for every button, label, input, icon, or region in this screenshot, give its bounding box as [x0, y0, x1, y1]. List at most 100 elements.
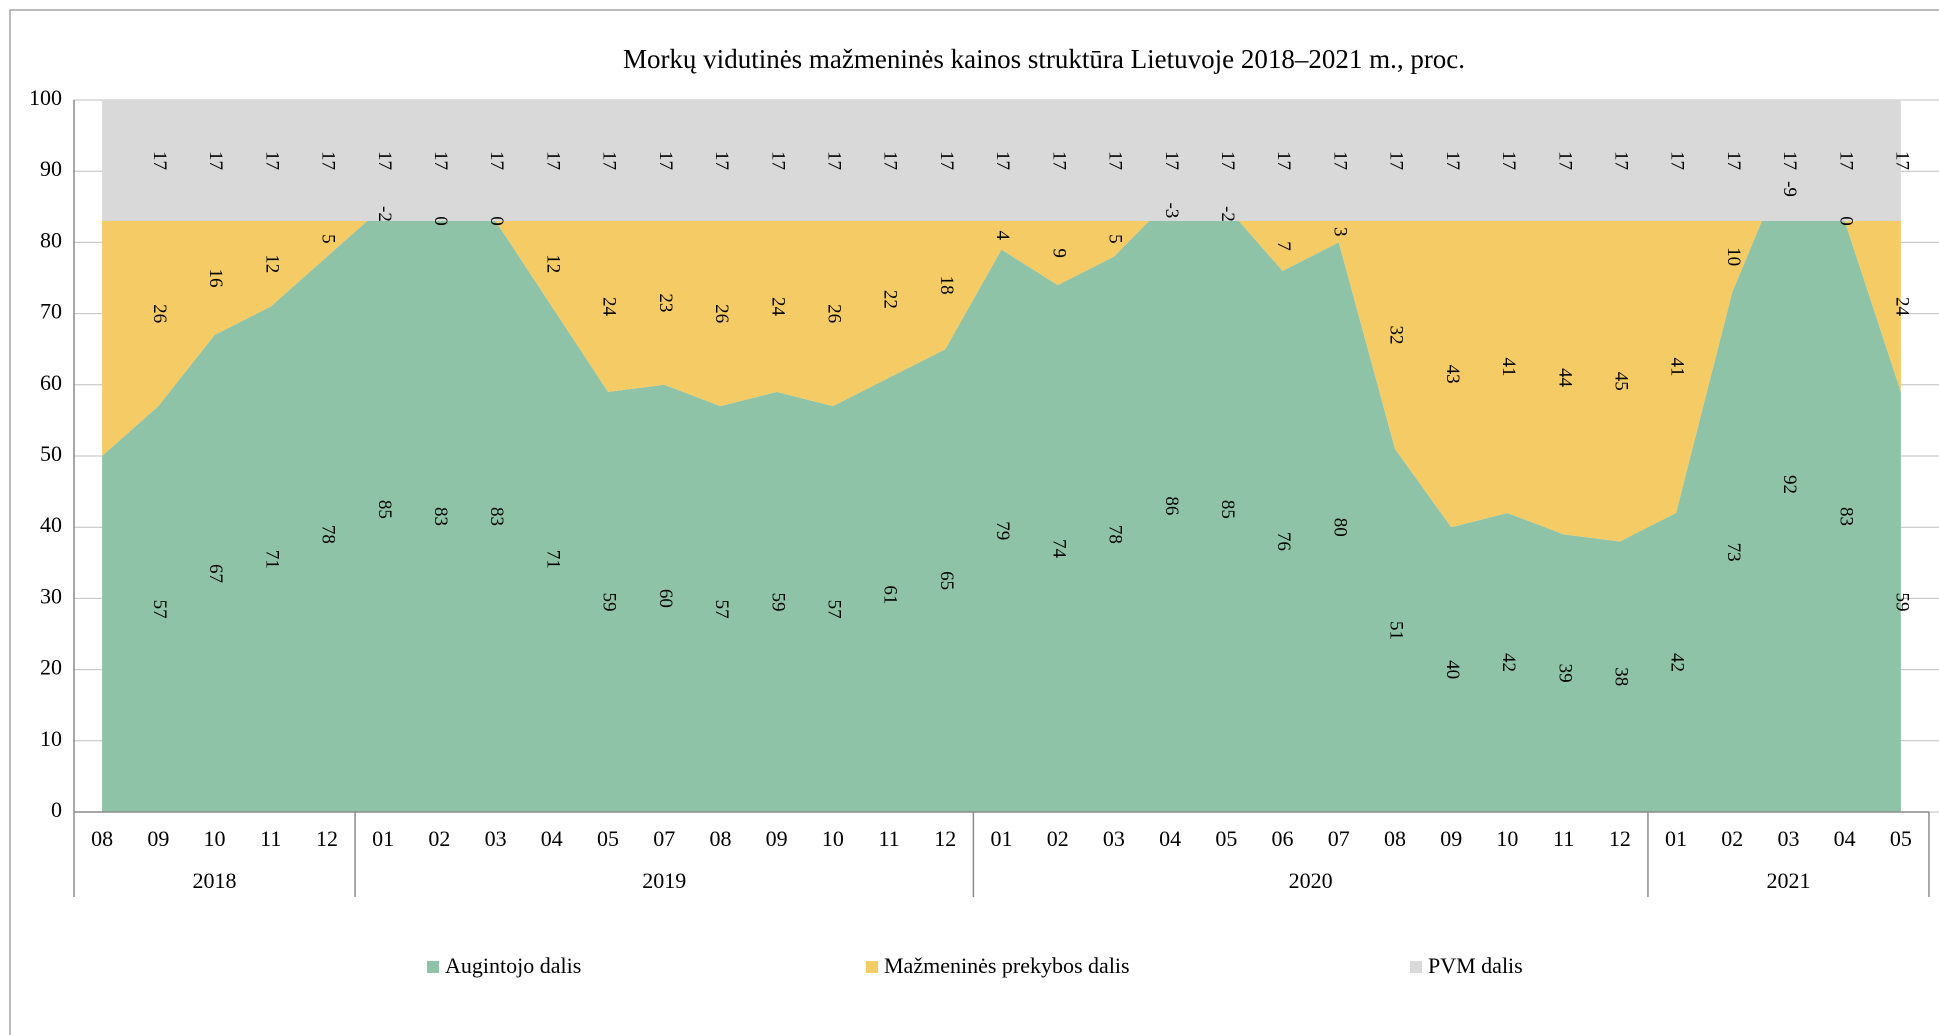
- data-label: 17: [374, 151, 395, 170]
- data-label: 17: [1610, 151, 1631, 170]
- data-label: 17: [1723, 151, 1744, 170]
- data-label: 83: [1835, 507, 1856, 526]
- data-label: 43: [1442, 365, 1463, 384]
- data-label: 0: [1835, 216, 1856, 226]
- legend-swatch: [427, 961, 439, 973]
- y-tick-label: 70: [40, 299, 62, 324]
- data-label: 17: [1161, 151, 1182, 170]
- y-tick-label: 30: [40, 583, 62, 608]
- data-label: 17: [1892, 151, 1913, 170]
- x-tick-label: 04: [541, 826, 563, 851]
- x-tick-label: 11: [1553, 826, 1574, 851]
- x-tick-label: 04: [1834, 826, 1856, 851]
- x-tick-label: 02: [1721, 826, 1743, 851]
- data-label: 76: [1273, 532, 1294, 551]
- data-label: 41: [1498, 358, 1519, 377]
- data-label: 45: [1610, 372, 1631, 391]
- data-label: 12: [261, 254, 282, 273]
- data-label: 9: [1048, 248, 1069, 258]
- x-tick-label: 01: [372, 826, 394, 851]
- data-label: 17: [1442, 151, 1463, 170]
- data-label: 24: [1892, 297, 1913, 317]
- y-tick-label: 50: [40, 441, 62, 466]
- data-label: 42: [1498, 653, 1519, 672]
- x-tick-label: 03: [1777, 826, 1799, 851]
- data-label: 51: [1386, 621, 1407, 640]
- area: [102, 156, 1901, 542]
- area: [102, 100, 1901, 222]
- data-label: 17: [318, 151, 339, 170]
- chart-title: Morkų vidutinės mažmeninės kainos strukt…: [623, 44, 1465, 74]
- data-label: 59: [767, 592, 788, 611]
- data-label: 5: [1105, 234, 1126, 244]
- data-label: 86: [1161, 496, 1182, 515]
- data-label: 17: [1498, 151, 1519, 170]
- data-label: 17: [1105, 151, 1126, 170]
- data-label: 17: [1554, 151, 1575, 170]
- data-label: 92: [1779, 475, 1800, 494]
- x-tick-label: 09: [1440, 826, 1462, 851]
- data-label: 73: [1723, 543, 1744, 562]
- data-label: 85: [374, 500, 395, 519]
- data-label: 17: [711, 151, 732, 170]
- data-label: 79: [992, 521, 1013, 540]
- data-label: 65: [936, 571, 957, 590]
- data-label: 41: [1667, 358, 1688, 377]
- data-label: 67: [205, 564, 226, 583]
- y-tick-label: 40: [40, 512, 62, 537]
- x-tick-label: 01: [1665, 826, 1687, 851]
- y-tick-label: 80: [40, 227, 62, 252]
- legend-label: Augintojo dalis: [445, 953, 581, 978]
- legend-label: PVM dalis: [1428, 953, 1523, 978]
- x-group-label: 2019: [642, 868, 686, 893]
- legend-swatch: [1410, 961, 1422, 973]
- data-label: 7: [1273, 241, 1294, 251]
- y-tick-label: 90: [40, 156, 62, 181]
- x-group-label: 2018: [193, 868, 237, 893]
- data-label: 5: [318, 234, 339, 244]
- data-label: 85: [1217, 500, 1238, 519]
- x-tick-label: 11: [878, 826, 899, 851]
- x-tick-label: 05: [597, 826, 619, 851]
- data-label: 16: [205, 269, 226, 288]
- data-label: 57: [824, 600, 845, 619]
- data-label: 18: [936, 276, 957, 295]
- x-tick-label: 04: [1159, 826, 1181, 851]
- data-label: 17: [824, 151, 845, 170]
- data-label: 39: [1554, 664, 1575, 683]
- x-tick-label: 03: [485, 826, 507, 851]
- data-label: 17: [486, 151, 507, 170]
- data-label: 3: [1329, 227, 1350, 237]
- data-label: 78: [1105, 525, 1126, 544]
- y-tick-label: 0: [51, 797, 62, 822]
- data-label: 17: [1779, 151, 1800, 170]
- data-label: 17: [149, 151, 170, 170]
- data-label: 44: [1554, 368, 1575, 388]
- x-tick-label: 10: [1496, 826, 1518, 851]
- data-label: 17: [1217, 151, 1238, 170]
- x-tick-label: 12: [316, 826, 338, 851]
- x-tick-label: 02: [428, 826, 450, 851]
- data-label: -9: [1779, 181, 1800, 197]
- data-label: 10: [1723, 247, 1744, 266]
- data-label: 22: [880, 290, 901, 309]
- data-label: 0: [430, 216, 451, 226]
- data-label: 57: [149, 600, 170, 619]
- data-label: 17: [880, 151, 901, 170]
- data-label: 17: [1835, 151, 1856, 170]
- data-label: 24: [599, 297, 620, 317]
- x-tick-label: 10: [204, 826, 226, 851]
- data-label: 17: [1273, 151, 1294, 170]
- data-label: 17: [767, 151, 788, 170]
- chart-frame: [9, 9, 1939, 1035]
- x-tick-label: 07: [653, 826, 675, 851]
- legend-label: Mažmeninės prekybos dalis: [884, 953, 1130, 978]
- data-label: 17: [1386, 151, 1407, 170]
- data-label: 40: [1442, 660, 1463, 679]
- data-label: 60: [655, 589, 676, 608]
- data-label: 17: [542, 151, 563, 170]
- y-tick-label: 60: [40, 370, 62, 395]
- x-tick-label: 08: [1384, 826, 1406, 851]
- legend-swatch: [866, 961, 878, 973]
- x-tick-label: 09: [147, 826, 169, 851]
